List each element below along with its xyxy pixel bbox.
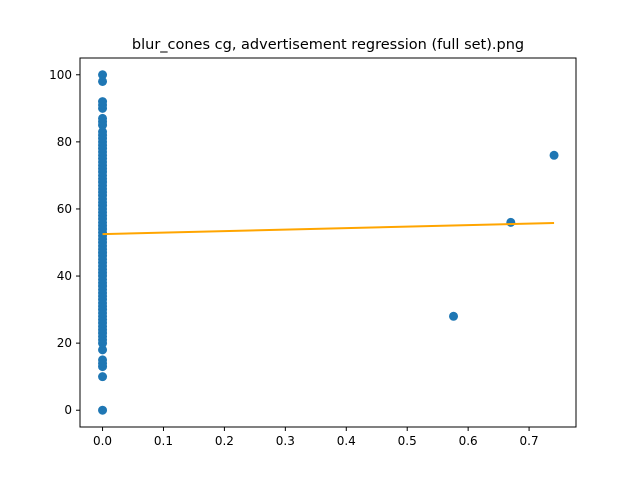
- scatter-point: [98, 76, 108, 86]
- scatter-point: [98, 127, 108, 137]
- y-tick-label: 40: [57, 269, 72, 283]
- x-tick-label: 0.7: [520, 434, 539, 448]
- x-tick-label: 0.2: [215, 434, 234, 448]
- scatter-point: [549, 150, 559, 160]
- scatter-point: [98, 372, 108, 382]
- y-tick-label: 100: [49, 68, 72, 82]
- scatter-point: [449, 311, 459, 321]
- scatter-point: [98, 345, 108, 355]
- scatter-point: [506, 217, 516, 227]
- y-axis: 0 20 40 60 80 100: [49, 68, 80, 417]
- plot-marks: [98, 70, 559, 415]
- y-tick-label: 60: [57, 202, 72, 216]
- x-tick-label: 0.6: [459, 434, 478, 448]
- x-tick-label: 0.5: [398, 434, 417, 448]
- chart-title: blur_cones cg, advertisement regression …: [132, 37, 524, 53]
- scatter-point: [98, 405, 108, 415]
- x-tick-label: 0.1: [154, 434, 173, 448]
- x-tick-label: 0.3: [276, 434, 295, 448]
- y-tick-label: 80: [57, 135, 72, 149]
- axes-frame: [79, 57, 577, 428]
- scatter-point: [98, 97, 108, 107]
- y-tick-label: 0: [64, 403, 72, 417]
- y-tick-label: 20: [57, 336, 72, 350]
- scatter-point: [98, 113, 108, 123]
- x-tick-label: 0.4: [337, 434, 356, 448]
- regression-line: [102, 222, 555, 236]
- x-axis: 0.0 0.1 0.2 0.3 0.4 0.5 0.6 0.7: [93, 427, 539, 448]
- scatter-point: [98, 70, 108, 80]
- scatter-point: [98, 355, 108, 365]
- x-tick-label: 0.0: [93, 434, 112, 448]
